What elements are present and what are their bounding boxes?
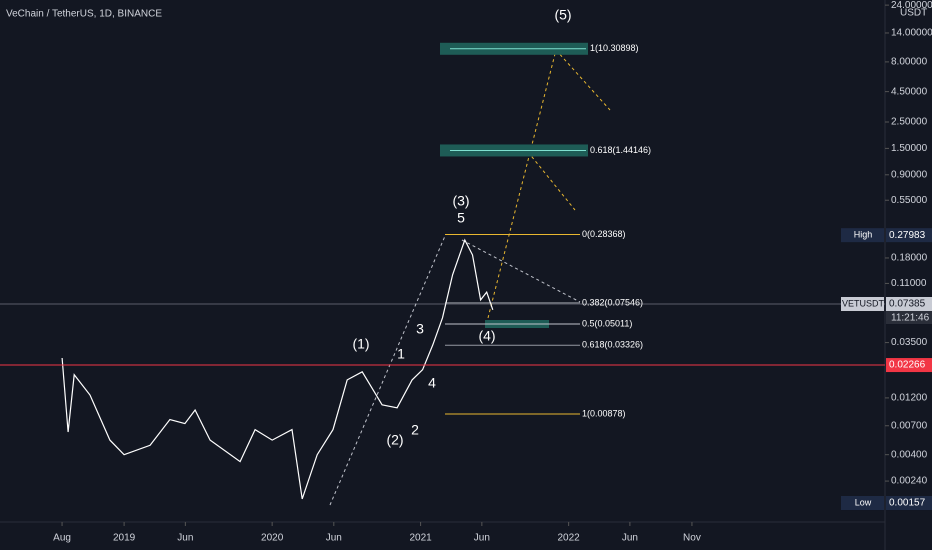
name-tag-label: High (854, 230, 873, 240)
y-tick-label: 0.00240 (891, 476, 928, 487)
x-tick-label: Jun (326, 533, 342, 544)
y-tick-label: 2.50000 (891, 117, 928, 128)
wave-label: (5) (554, 7, 571, 23)
y-tick-label: 0.00400 (891, 449, 928, 460)
chart-title: VeChain / TetherUS, 1D, BINANCE (6, 9, 162, 20)
x-tick-label: 2021 (409, 533, 432, 544)
x-tick-label: Nov (683, 533, 701, 544)
price-tag-label: 0.00157 (889, 498, 926, 509)
price-tag-label: 0.27983 (889, 230, 926, 241)
price-line (61, 238, 494, 500)
y-tick-label: 4.50000 (891, 86, 928, 97)
y-tick-label: 24.00000 (891, 0, 932, 11)
y-tick-label: 8.00000 (891, 57, 928, 68)
y-tick-label: 0.11000 (891, 278, 927, 289)
price-tag-label: 0.07385 (889, 299, 926, 310)
trend-lines (329, 49, 611, 506)
projection (527, 151, 576, 211)
y-tick-label: 0.00700 (891, 420, 928, 431)
y-tick-label: 0.90000 (891, 169, 928, 180)
trend-line (461, 239, 581, 303)
target-label: 0.618(1.44146) (590, 145, 651, 155)
x-tick-label: 2019 (113, 533, 136, 544)
countdown-label: 11:21:46 (891, 313, 930, 324)
wave-label: 4 (428, 375, 436, 391)
target-label: 1(10.30898) (590, 43, 639, 53)
y-tick-label: 0.55000 (891, 195, 928, 206)
y-tick-label: 0.18000 (891, 253, 928, 264)
fib-label: 0.382(0.07546) (582, 297, 643, 307)
name-tag (841, 496, 884, 511)
x-tick-label: 2022 (558, 533, 581, 544)
projection (487, 49, 557, 319)
x-tick-label: Jun (622, 533, 638, 544)
x-tick-label: 2020 (261, 533, 284, 544)
y-tick-label: 1.50000 (891, 143, 928, 154)
x-tick-label: Aug (53, 533, 71, 544)
x-tick-label: Jun (474, 533, 490, 544)
wave-label: 5 (457, 210, 465, 226)
wave-label: (2) (386, 432, 403, 448)
wave-label: (1) (352, 336, 369, 352)
wave-label: (4) (478, 328, 495, 344)
price-tag (886, 358, 932, 373)
fib-label: 1(0.00878) (582, 408, 626, 418)
fib-label: 0.618(0.03326) (582, 340, 643, 350)
trend-line (329, 235, 446, 506)
countdown-tag (886, 311, 932, 325)
wave-label: 3 (416, 321, 424, 337)
name-tag-label: VETUSDT (842, 298, 885, 308)
price-tag (886, 228, 932, 243)
y-unit: USDT (900, 8, 927, 19)
fib-label: 0.5(0.05011) (582, 318, 632, 328)
x-tick-label: Jun (177, 533, 193, 544)
fib-label: 0(0.28368) (582, 229, 626, 239)
price-tag (886, 496, 932, 511)
name-tag (841, 228, 884, 243)
projection (555, 49, 611, 111)
y-tick-label: 0.03500 (891, 337, 928, 348)
price-tag-label: 0.02266 (889, 360, 926, 371)
wave-label: (3) (452, 193, 469, 209)
price-tag (886, 297, 932, 312)
name-tag (841, 297, 884, 312)
y-tick-label: 0.01200 (891, 393, 928, 404)
name-tag-label: Low (855, 497, 872, 507)
wave-label: 2 (411, 422, 419, 438)
wave-label: 1 (397, 346, 405, 362)
y-tick-label: 14.00000 (891, 28, 932, 39)
